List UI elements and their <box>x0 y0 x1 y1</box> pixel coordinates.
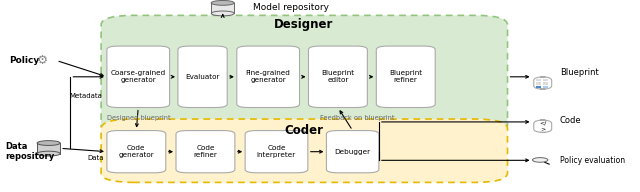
Text: </
>: </ > <box>539 121 547 132</box>
Text: Coder: Coder <box>285 124 323 137</box>
FancyBboxPatch shape <box>308 46 367 108</box>
FancyBboxPatch shape <box>326 131 379 173</box>
Text: Policy: Policy <box>10 56 40 65</box>
Text: Feedback on blueprint: Feedback on blueprint <box>320 115 394 121</box>
Text: Code
refiner: Code refiner <box>193 145 218 158</box>
FancyBboxPatch shape <box>178 46 227 108</box>
Text: Code
generator: Code generator <box>118 145 154 158</box>
Circle shape <box>532 158 548 162</box>
Text: Policy evaluation: Policy evaluation <box>560 156 625 165</box>
FancyBboxPatch shape <box>534 77 552 89</box>
FancyBboxPatch shape <box>245 131 308 173</box>
Bar <box>543 82 548 85</box>
Text: Metadata: Metadata <box>69 93 102 99</box>
Ellipse shape <box>37 151 60 156</box>
Ellipse shape <box>37 141 60 146</box>
Text: Blueprint: Blueprint <box>560 69 599 77</box>
Text: Designer: Designer <box>275 18 333 31</box>
Text: Evaluator: Evaluator <box>186 74 220 80</box>
Text: Code: Code <box>560 117 582 125</box>
FancyBboxPatch shape <box>101 119 508 182</box>
Text: Debugger: Debugger <box>335 149 371 155</box>
Text: Model repository: Model repository <box>253 3 329 12</box>
Text: Code
interpreter: Code interpreter <box>257 145 296 158</box>
FancyBboxPatch shape <box>376 46 435 108</box>
Text: ⚙: ⚙ <box>36 54 48 67</box>
FancyBboxPatch shape <box>107 46 170 108</box>
Text: Data: Data <box>88 155 104 161</box>
Bar <box>536 79 541 81</box>
Bar <box>536 82 541 85</box>
Text: Blueprint
editor: Blueprint editor <box>321 70 355 83</box>
Text: Blueprint
refiner: Blueprint refiner <box>389 70 422 83</box>
Bar <box>211 3 234 13</box>
Bar <box>536 86 541 88</box>
Bar <box>543 86 548 88</box>
Ellipse shape <box>211 0 234 5</box>
Bar <box>543 79 548 81</box>
FancyBboxPatch shape <box>101 15 508 134</box>
Text: Coarse-grained
generator: Coarse-grained generator <box>111 70 166 83</box>
Text: Designed blueprint: Designed blueprint <box>107 115 170 121</box>
FancyBboxPatch shape <box>534 120 552 132</box>
Bar <box>37 143 60 154</box>
Text: Data
repository: Data repository <box>5 142 54 161</box>
FancyBboxPatch shape <box>176 131 235 173</box>
FancyBboxPatch shape <box>107 131 166 173</box>
Ellipse shape <box>211 11 234 16</box>
Text: Fine-grained
generator: Fine-grained generator <box>246 70 291 83</box>
FancyBboxPatch shape <box>237 46 300 108</box>
